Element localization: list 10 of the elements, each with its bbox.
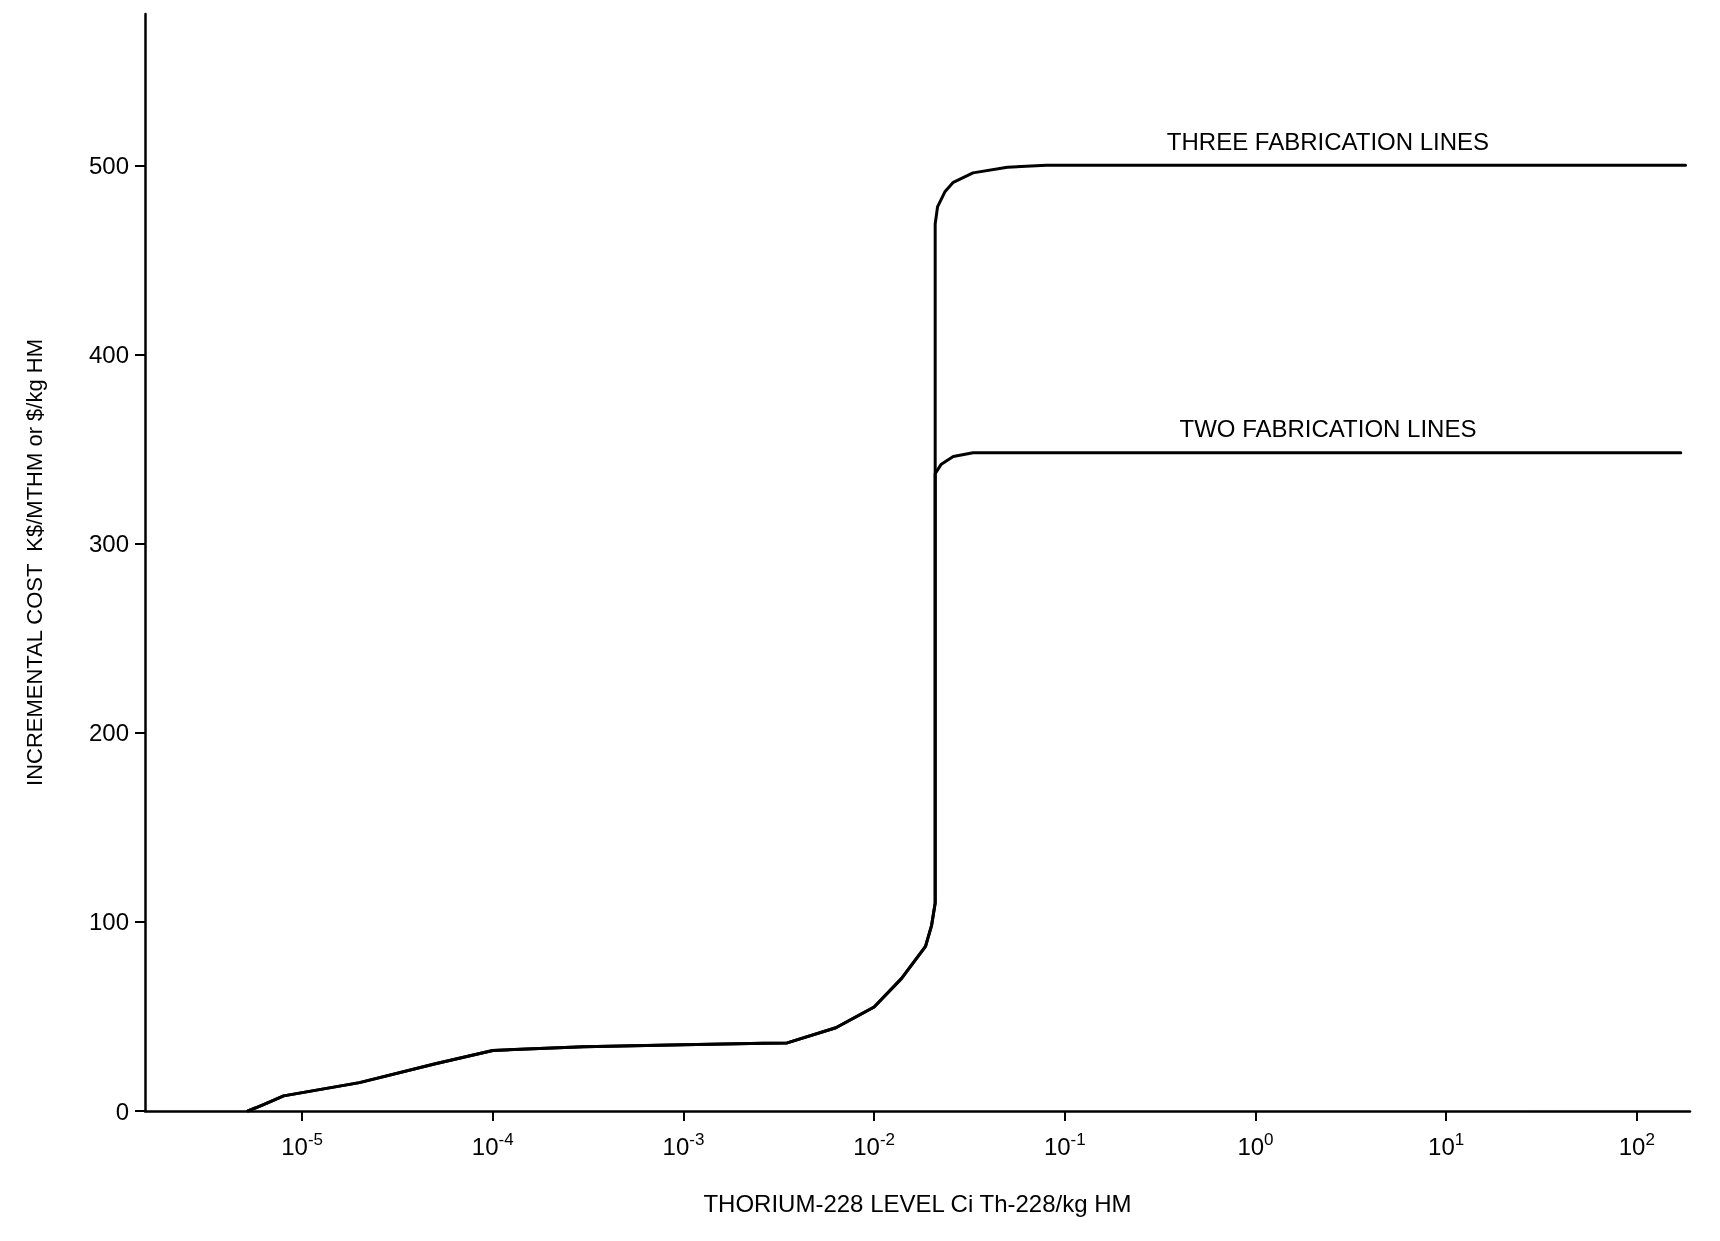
y-axis-title: INCREMENTAL COST K$/MTHM or $/kg HM [21,339,47,786]
annotation: THREE FABRICATION LINES [1166,127,1490,155]
y-tick-label: 400 [88,340,129,368]
y-tick-label: 500 [88,151,129,179]
x-axis-title: THORIUM-228 LEVEL Ci Th-228/kg HM [703,1189,1132,1217]
y-tick-label: 200 [88,719,129,747]
y-tick-label: 100 [88,908,129,936]
y-tick-label: 300 [88,530,129,558]
annotation: TWO FABRICATION LINES [1179,415,1477,443]
y-tick-label: 0 [115,1097,129,1125]
